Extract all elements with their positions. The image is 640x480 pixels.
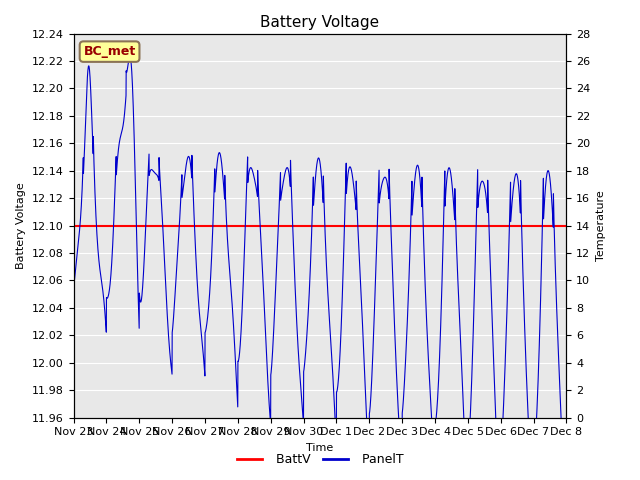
Y-axis label: Battery Voltage: Battery Voltage — [17, 182, 26, 269]
Legend:  BattV,  PanelT: BattV, PanelT — [232, 448, 408, 471]
Y-axis label: Temperature: Temperature — [596, 190, 606, 261]
Text: BC_met: BC_met — [83, 45, 136, 58]
X-axis label: Time: Time — [307, 443, 333, 453]
Title: Battery Voltage: Battery Voltage — [260, 15, 380, 30]
